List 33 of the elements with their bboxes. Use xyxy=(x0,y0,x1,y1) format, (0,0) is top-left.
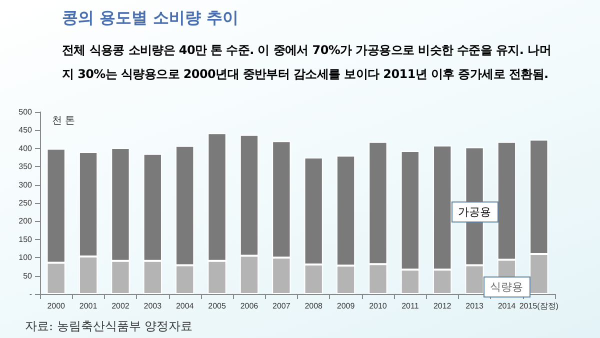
x-tick-label: 2014 xyxy=(498,302,516,310)
x-tick-label: 2007 xyxy=(272,302,291,310)
y-tick-label: 450 xyxy=(18,126,33,135)
x-tick-label: 2001 xyxy=(79,302,98,310)
x-tick-label: 2009 xyxy=(336,302,356,310)
x-tick-label: 2008 xyxy=(304,302,324,310)
y-axis-title: 천 톤 xyxy=(52,116,75,126)
text: 자료: 농림축산식품부 양정자료 xyxy=(25,318,193,335)
x-tick-label: 2012 xyxy=(433,302,452,310)
x-tick-label: 2013 xyxy=(466,302,484,310)
y-tick-label: 50 xyxy=(23,271,33,280)
x-tick-label: 2004 xyxy=(176,302,194,310)
x-tick-label: 2003 xyxy=(144,302,162,310)
x-tick-label: 2010 xyxy=(369,302,388,310)
y-tick-label: 400 xyxy=(18,144,33,153)
x-tick-label: 2006 xyxy=(240,302,259,310)
chart-title: 콩의 용도별 소비량 추이 xyxy=(62,8,239,29)
chart-subtitle: 전체 식용콩 소비량은 40만 톤 수준. 이 중에서 70%가 가공용으로 비슷한 수준을 유지. 나머지 30%는 식량용으로 2000년대 중반부터 감소세를 보이다 2011년 이후 증가세로 전환됨. xyxy=(62,42,552,83)
y-tick-label: 350 xyxy=(18,162,33,172)
y-tick-label: 250 xyxy=(18,198,33,208)
x-tick-label: 2002 xyxy=(112,302,130,310)
x-tick-label: 2011 xyxy=(402,302,420,310)
x-tick-label: 2015(잠정) xyxy=(519,302,559,310)
x-tick-label: 2000 xyxy=(47,302,66,310)
series-label: 가공용 xyxy=(451,202,498,223)
series-label: 식량용 xyxy=(483,276,530,298)
y-tick-label: 100 xyxy=(18,253,33,262)
y-tick-label: 150 xyxy=(18,234,33,244)
y-tick-label: 500 xyxy=(18,108,33,116)
x-tick-label: 2005 xyxy=(208,302,226,310)
y-tick-label: - xyxy=(29,290,32,298)
y-tick-label: 200 xyxy=(18,216,33,226)
y-tick-label: 300 xyxy=(18,180,33,190)
